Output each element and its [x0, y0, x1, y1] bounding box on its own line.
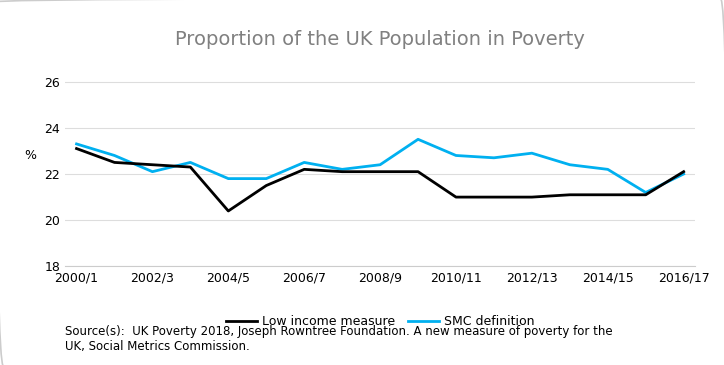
Legend: Low income measure, SMC definition: Low income measure, SMC definition [221, 310, 539, 333]
Text: Source(s):  UK Poverty 2018, Joseph Rowntree Foundation. A new measure of povert: Source(s): UK Poverty 2018, Joseph Rownt… [65, 325, 613, 353]
Title: Proportion of the UK Population in Poverty: Proportion of the UK Population in Pover… [175, 30, 585, 49]
Y-axis label: %: % [25, 149, 36, 162]
